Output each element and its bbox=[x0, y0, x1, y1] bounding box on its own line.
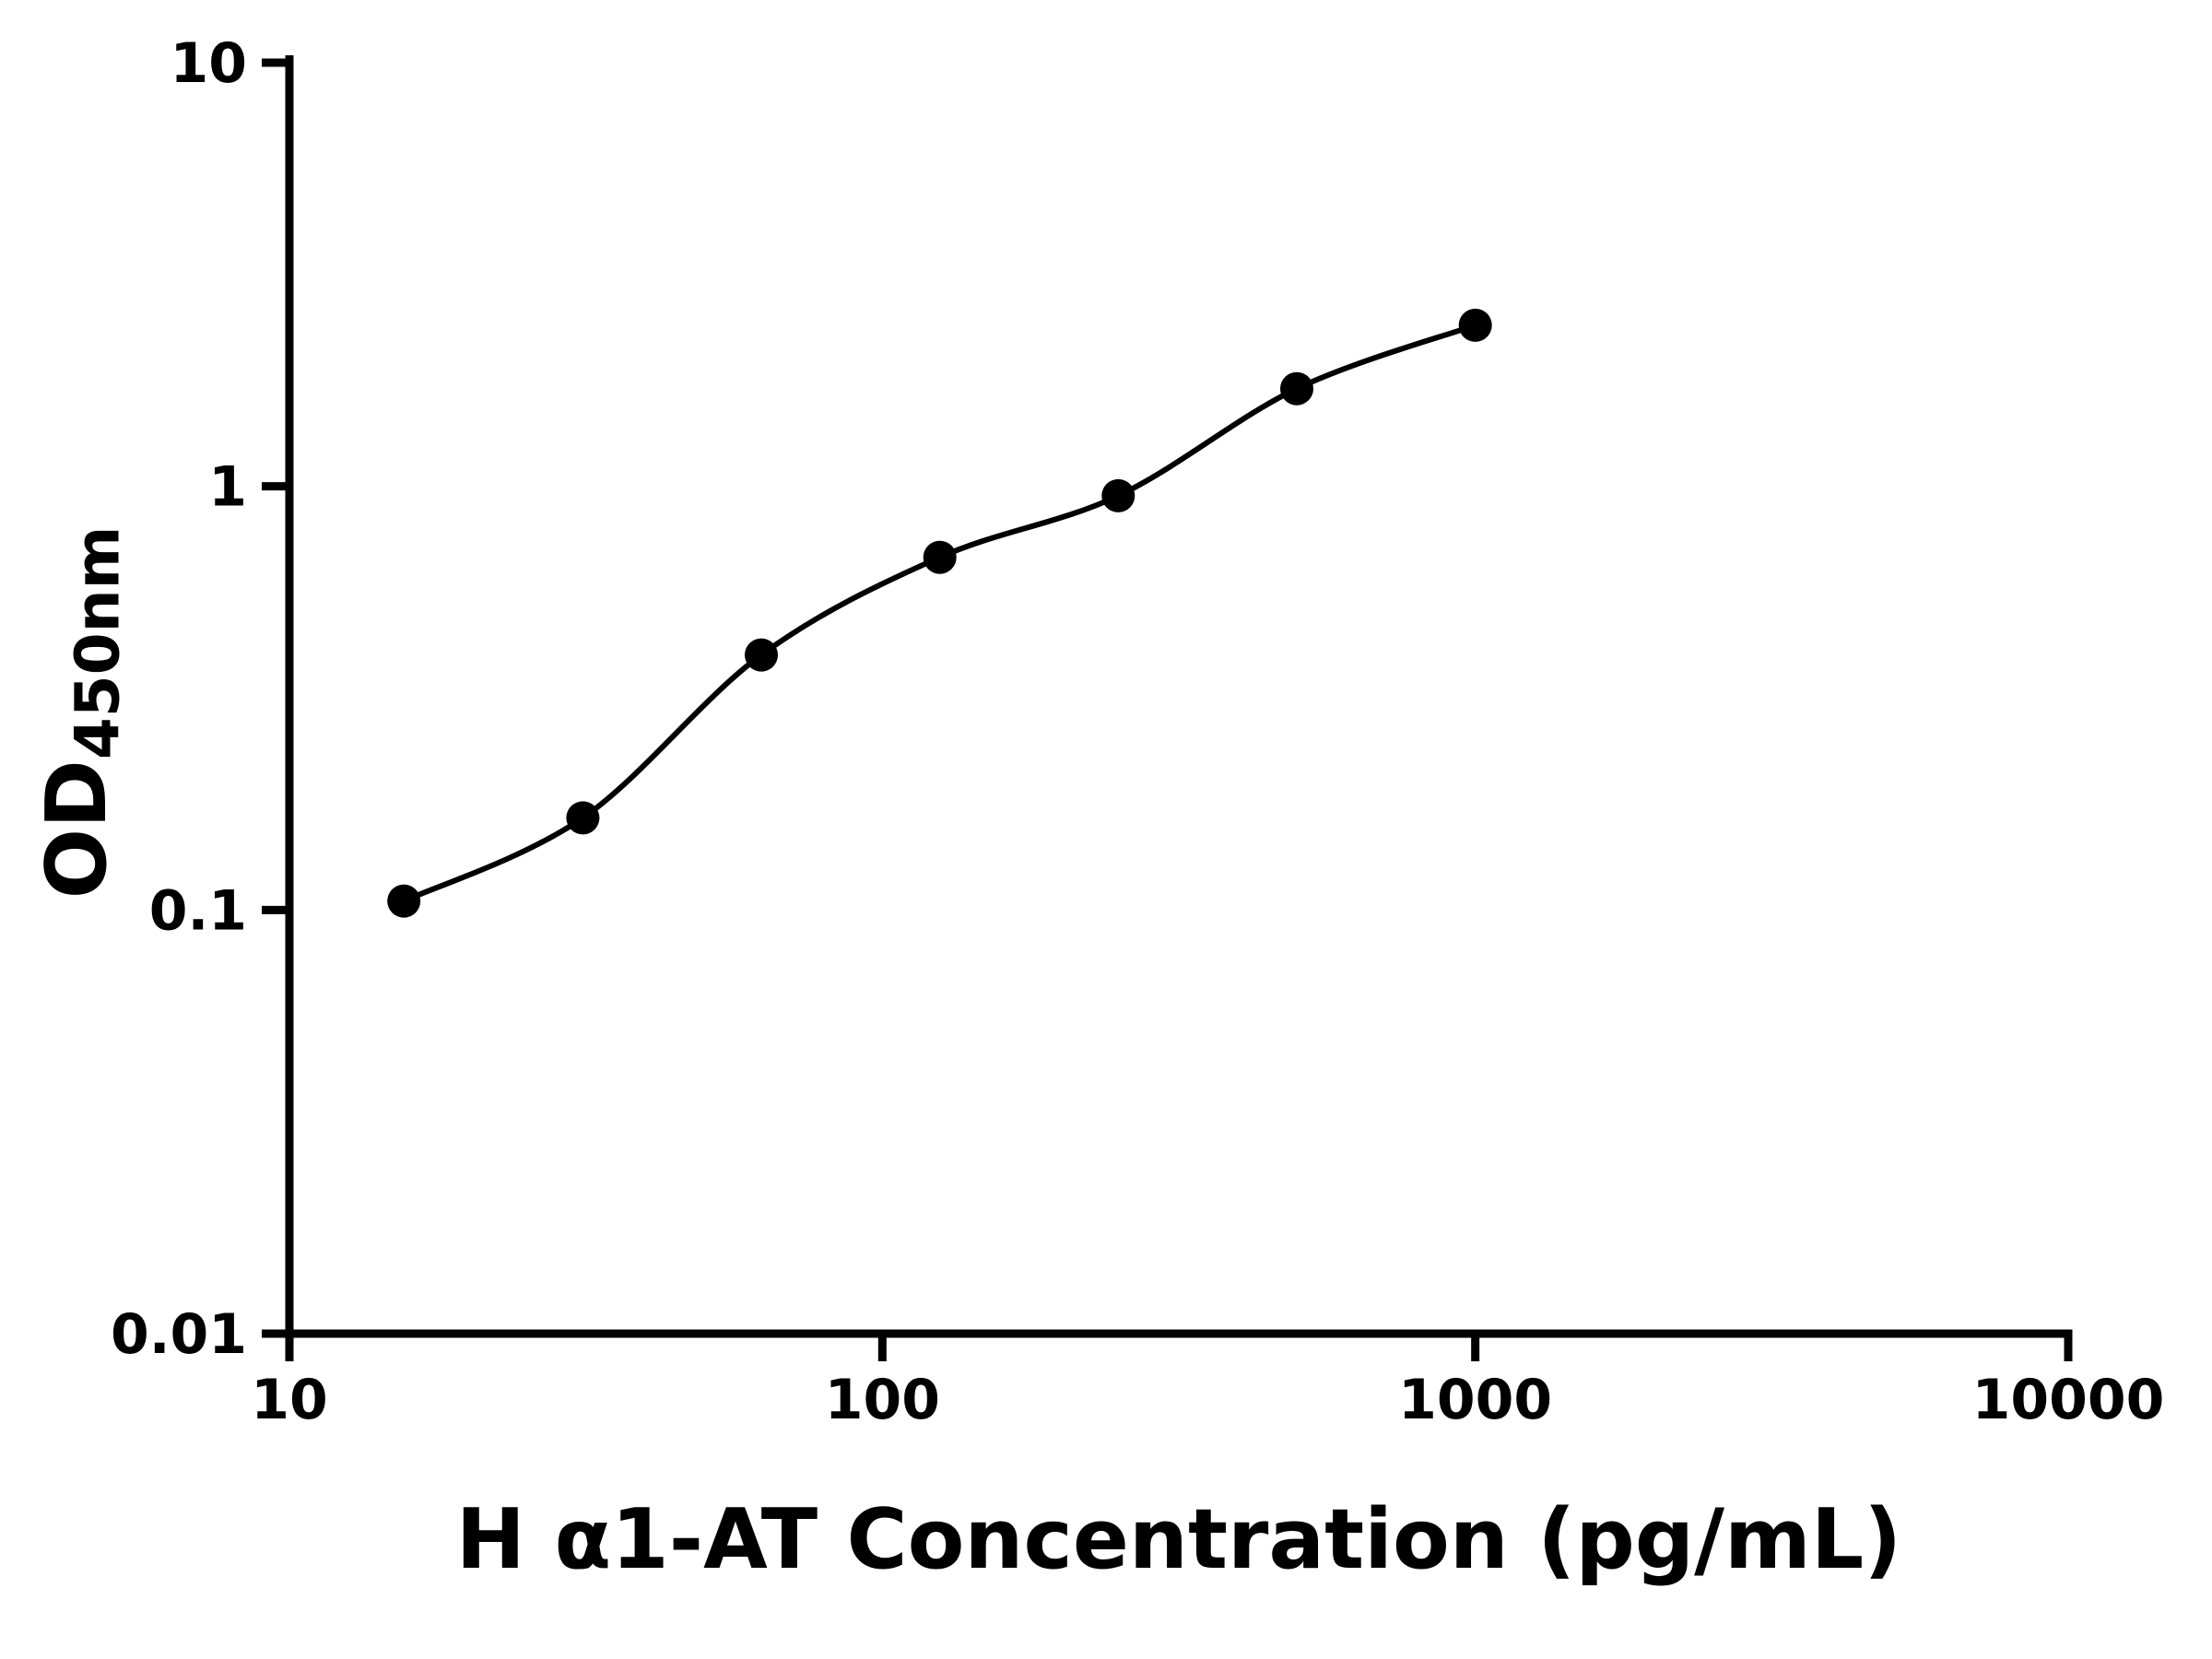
y-axis-tick-label: 1 bbox=[208, 455, 247, 520]
x-axis-tick-label: 10 bbox=[251, 1368, 328, 1432]
y-axis-tick-label: 10 bbox=[171, 31, 248, 96]
y-axis-title-main: OD bbox=[29, 759, 125, 900]
fit-curve bbox=[402, 323, 1477, 904]
x-axis-title: H α1-AT Concentration (pg/mL) bbox=[455, 1491, 1902, 1588]
x-axis-tick-label: 10000 bbox=[1972, 1368, 2165, 1432]
x-axis-tick-label: 100 bbox=[825, 1368, 940, 1432]
data-point bbox=[387, 884, 421, 918]
y-axis-title-subscript: 450nm bbox=[62, 525, 134, 760]
y-axis-title: OD450nm bbox=[22, 390, 134, 1035]
data-point bbox=[566, 801, 600, 835]
data-point bbox=[1101, 478, 1135, 512]
y-axis-tick-label: 0.01 bbox=[111, 1302, 247, 1367]
data-point bbox=[1280, 371, 1313, 406]
data-point bbox=[1458, 308, 1492, 342]
y-axis-tick-label: 0.1 bbox=[149, 878, 247, 943]
x-axis-tick-label: 1000 bbox=[1398, 1368, 1552, 1432]
data-point bbox=[745, 638, 778, 672]
data-point bbox=[923, 540, 957, 574]
